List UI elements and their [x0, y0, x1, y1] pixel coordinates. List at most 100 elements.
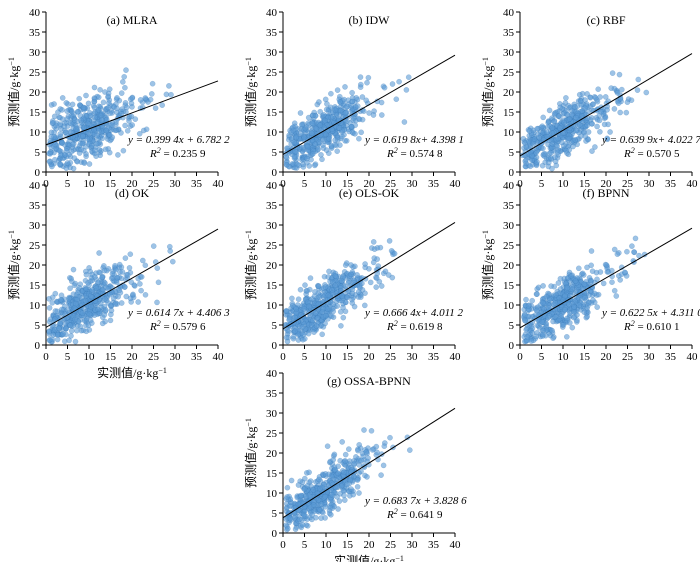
y-tick-label: 10: [29, 127, 41, 139]
data-point: [386, 238, 393, 244]
data-point: [552, 154, 558, 160]
y-tick-label: 35: [266, 200, 278, 212]
data-point: [74, 158, 81, 165]
x-tick-label: 40: [687, 178, 699, 190]
fit-line: [45, 80, 219, 146]
data-point: [566, 135, 573, 142]
data-point: [540, 114, 547, 121]
data-point: [95, 128, 102, 134]
data-point: [322, 117, 328, 124]
data-point: [553, 162, 560, 169]
data-point: [111, 104, 117, 111]
data-point: [317, 122, 324, 129]
data-point: [123, 104, 130, 111]
data-point: [568, 272, 575, 279]
data-point: [525, 303, 532, 309]
data-point: [304, 159, 310, 166]
data-point: [73, 327, 80, 334]
x-tick-label: 25: [385, 351, 397, 363]
data-point: [571, 314, 577, 321]
data-point: [542, 295, 548, 302]
panel-title: (e) OLS-OK: [339, 186, 400, 200]
x-tick-label: 20: [601, 178, 613, 190]
data-point: [581, 309, 588, 316]
data-point: [624, 248, 630, 255]
data-point: [588, 248, 595, 254]
x-tick-label: 20: [364, 178, 376, 190]
data-point: [566, 115, 573, 122]
data-point: [369, 447, 376, 453]
data-point: [306, 469, 312, 476]
data-point: [85, 279, 91, 286]
data-point: [91, 127, 98, 133]
x-axis-label: 实测值/g·kg−1: [97, 365, 167, 380]
data-point: [59, 139, 66, 146]
points-4: [283, 238, 398, 345]
data-point: [71, 282, 78, 289]
data-point: [378, 283, 385, 289]
x-tick-label: 40: [450, 351, 462, 363]
data-point: [51, 134, 57, 140]
data-point: [623, 109, 630, 116]
x-tick-label: 30: [170, 178, 182, 190]
x-tick-label: 20: [364, 351, 376, 363]
y-tick-label: 15: [266, 468, 278, 480]
data-point: [591, 290, 598, 297]
data-point: [323, 106, 330, 113]
data-point: [364, 79, 370, 86]
y-tick-label: 25: [503, 67, 515, 79]
data-point: [604, 135, 611, 142]
data-point: [159, 102, 166, 108]
data-point: [374, 256, 381, 262]
data-point: [352, 130, 358, 137]
data-point: [142, 262, 149, 269]
data-point: [132, 116, 139, 122]
data-point: [608, 267, 615, 274]
data-point: [168, 91, 174, 98]
data-point: [361, 302, 368, 309]
data-point: [340, 314, 347, 321]
data-point: [590, 101, 596, 108]
data-point: [80, 133, 86, 140]
data-point: [560, 321, 567, 328]
data-point: [106, 132, 113, 138]
data-point: [310, 486, 317, 493]
data-point: [575, 265, 582, 272]
data-point: [573, 127, 580, 134]
data-point: [76, 284, 83, 291]
data-point: [585, 129, 592, 135]
data-point: [78, 117, 84, 124]
data-point: [347, 477, 354, 484]
x-tick-label: 40: [213, 178, 225, 190]
data-point: [96, 269, 103, 276]
y-axis-label: 预测值/g·kg−1: [243, 418, 258, 488]
data-point: [571, 303, 577, 310]
data-point: [403, 87, 410, 93]
data-point: [315, 146, 322, 153]
data-point: [611, 287, 618, 294]
data-point: [370, 259, 377, 266]
data-point: [534, 307, 540, 314]
data-point: [55, 325, 62, 332]
data-point: [283, 334, 290, 341]
data-point: [592, 144, 598, 150]
x-tick-label: 40: [450, 178, 462, 190]
data-point: [536, 134, 542, 141]
data-point: [107, 317, 114, 324]
data-point: [119, 106, 125, 112]
data-point: [341, 469, 347, 476]
data-point: [54, 308, 61, 315]
data-point: [81, 160, 88, 166]
x-tick-label: 30: [407, 539, 419, 551]
x-tick-label: 20: [127, 178, 139, 190]
data-point: [295, 296, 302, 303]
data-point: [342, 308, 349, 315]
data-point: [317, 507, 323, 513]
data-point: [127, 251, 134, 258]
data-point: [531, 136, 538, 143]
data-point: [63, 100, 70, 106]
data-point: [617, 109, 624, 116]
x-tick-label: 30: [644, 351, 656, 363]
